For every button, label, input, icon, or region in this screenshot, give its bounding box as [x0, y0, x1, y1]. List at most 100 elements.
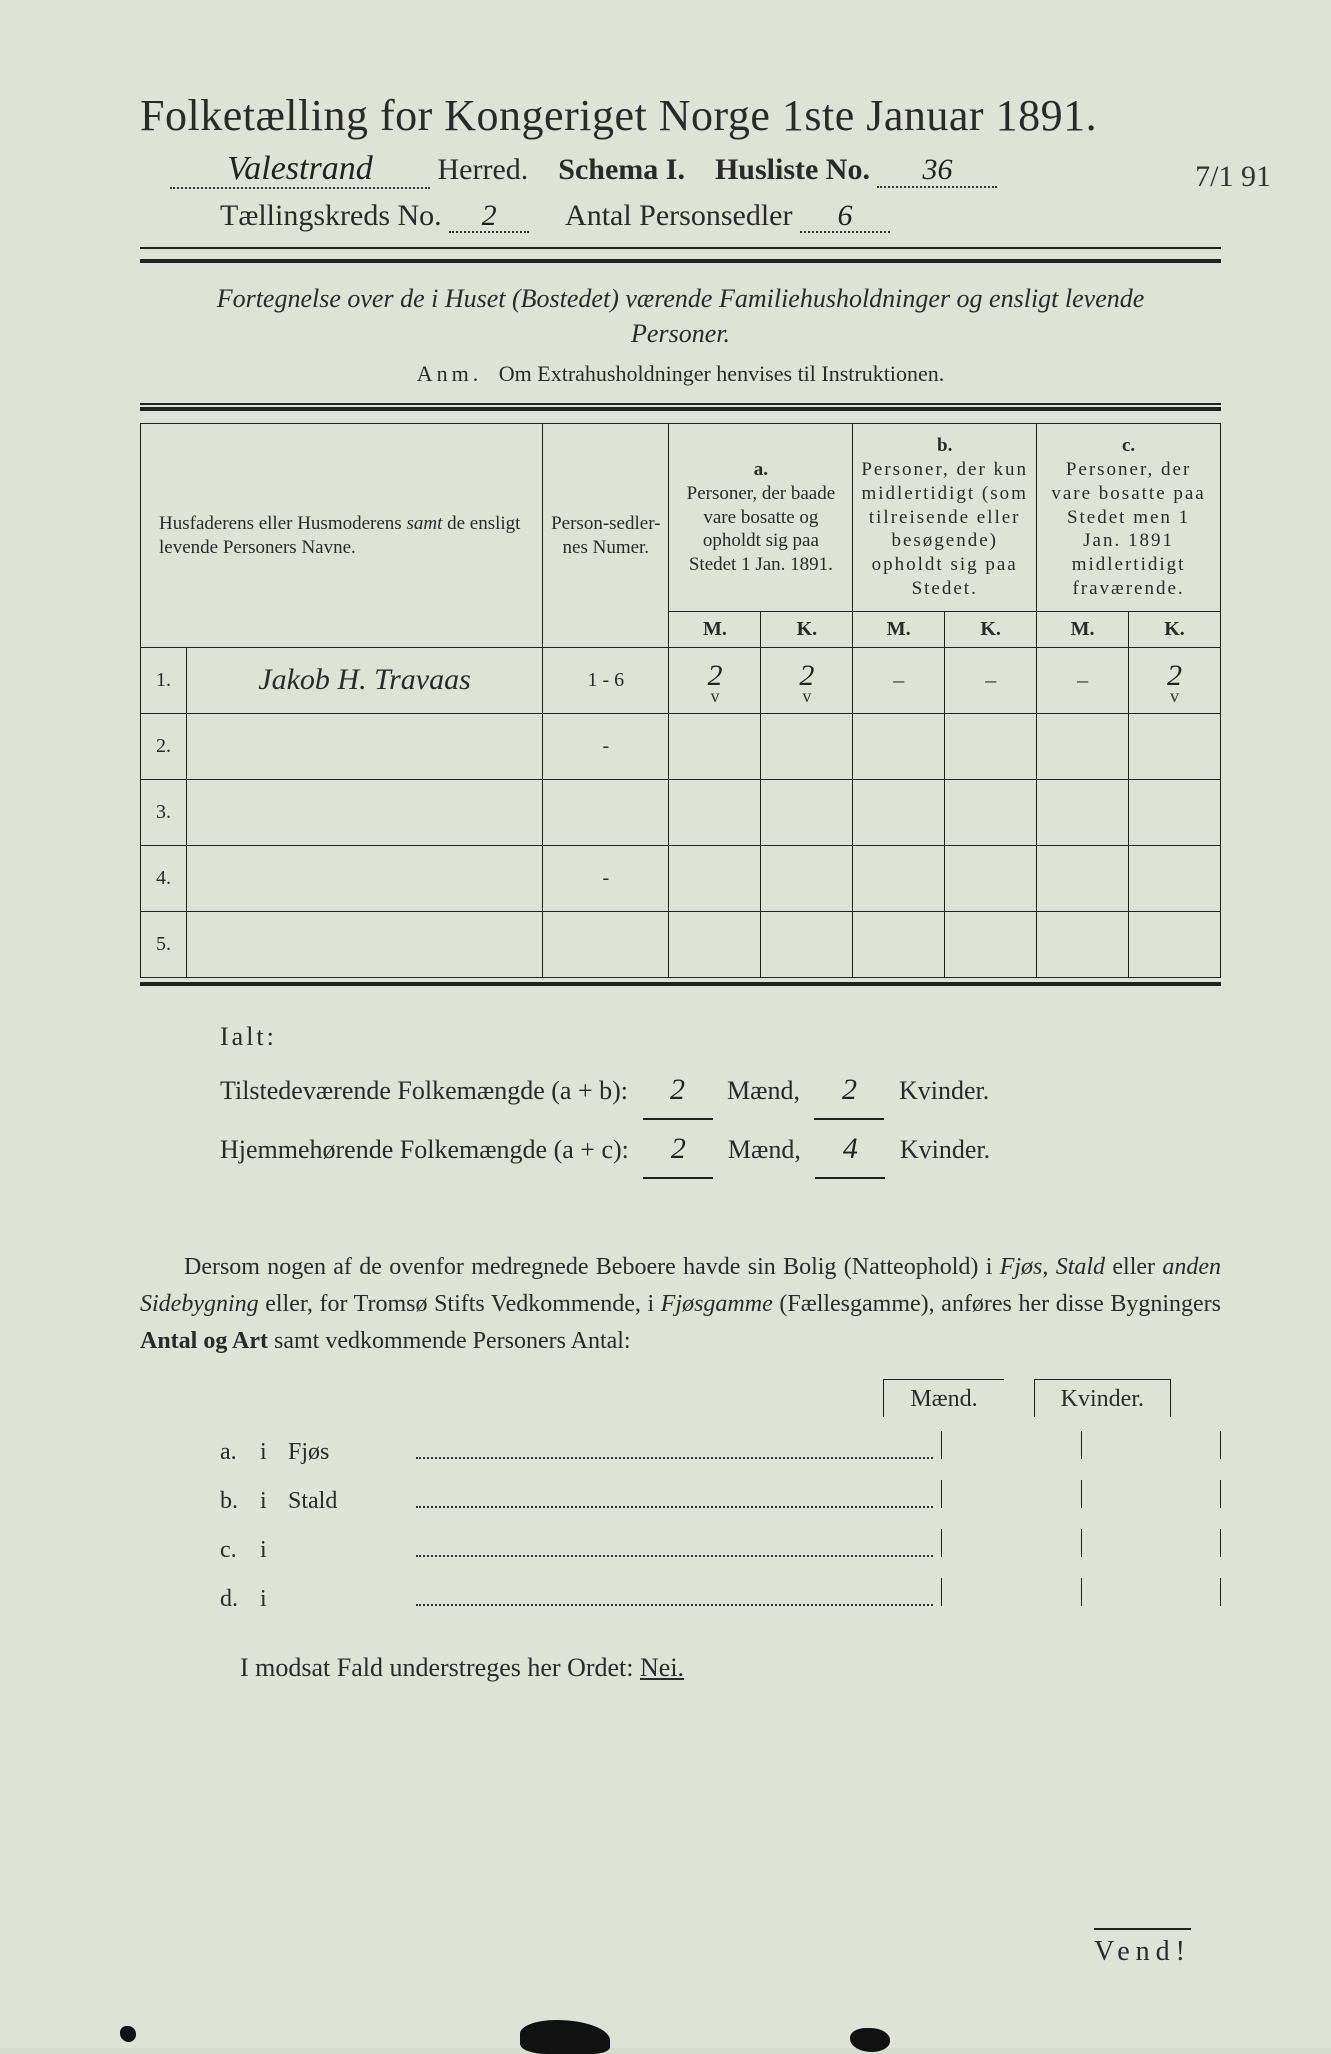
row-num: 5.	[141, 911, 187, 977]
anm-text: Om Extrahusholdninger henvises til Instr…	[499, 361, 944, 386]
header-line-2: Tællingskreds No. 2 Antal Personsedler 6	[220, 199, 1221, 234]
row-name: Jakob H. Travaas	[186, 647, 542, 713]
cell	[669, 911, 761, 977]
cell	[853, 911, 945, 977]
col-head-number: Person-sedler-nes Numer.	[543, 424, 669, 647]
table-row: 2. -	[141, 713, 1221, 779]
cell	[1037, 845, 1129, 911]
row-personsedler: -	[543, 845, 669, 911]
census-table: Husfaderens eller Husmoderens samt de en…	[140, 423, 1221, 977]
nei-word: Nei.	[640, 1653, 684, 1682]
abcd-d: d.	[220, 1586, 260, 1613]
abcd-i: i	[260, 1439, 288, 1466]
cell-tick: v	[1135, 691, 1214, 702]
cell-a-m: 2v	[669, 647, 761, 713]
blob-icon	[120, 2026, 136, 2042]
col-a-text: Personer, der baade vare bosatte og opho…	[687, 483, 836, 575]
col-head-name: Husfaderens eller Husmoderens samt de en…	[141, 424, 543, 647]
abcd-i: i	[260, 1488, 288, 1515]
abcd-stald: Stald	[288, 1488, 408, 1515]
mk-box-m	[941, 1529, 1081, 1557]
col-name-ital: samt	[406, 513, 442, 534]
abcd-fjos: Fjøs	[288, 1439, 408, 1466]
ialt-label-1: Tilstedeværende Folkemængde (a + b):	[220, 1076, 628, 1105]
antal-label: Antal Personsedler	[565, 199, 792, 232]
abcd-row-b: b. i Stald	[220, 1480, 1221, 1515]
col-b-m: M.	[853, 611, 945, 647]
ialt-line-1: Tilstedeværende Folkemængde (a + b): 2 M…	[220, 1061, 1221, 1120]
table-body: 1. Jakob H. Travaas 1 - 6 2v 2v – – – 2v…	[141, 647, 1221, 977]
col-head-a: a. Personer, der baade vare bosatte og o…	[669, 424, 853, 611]
row-num: 4.	[141, 845, 187, 911]
table-row: 1. Jakob H. Travaas 1 - 6 2v 2v – – – 2v	[141, 647, 1221, 713]
abcd-row-a: a. i Fjøs	[220, 1431, 1221, 1466]
col-a-letter: a.	[754, 459, 768, 480]
mk-box-k	[1081, 1578, 1221, 1606]
cell	[945, 845, 1037, 911]
cell-b-m: –	[853, 647, 945, 713]
cell	[1037, 911, 1129, 977]
cell-value: –	[893, 667, 904, 692]
row-personsedler	[543, 911, 669, 977]
row-num: 2.	[141, 713, 187, 779]
cell-b-k: –	[945, 647, 1037, 713]
husliste-label: Husliste No.	[715, 153, 870, 186]
ialt-line-2: Hjemmehørende Folkemængde (a + c): 2 Mæn…	[220, 1120, 1221, 1179]
cell	[669, 713, 761, 779]
cell-tick: v	[675, 691, 754, 702]
ialt-block: Ialt: Tilstedeværende Folkemængde (a + b…	[220, 1012, 1221, 1179]
rule	[140, 982, 1221, 986]
col-head-b: b. Personer, der kun midlertidigt (som t…	[853, 424, 1037, 611]
col-c-letter: c.	[1122, 435, 1135, 456]
cell	[853, 779, 945, 845]
col-b-text: Personer, der kun midlertidigt (som tilr…	[861, 459, 1028, 599]
abcd-row-d: d. i	[220, 1578, 1221, 1613]
cell-value: –	[1077, 667, 1088, 692]
cell	[1129, 845, 1221, 911]
row-personsedler: -	[543, 713, 669, 779]
cell	[853, 845, 945, 911]
blob-icon	[520, 2020, 610, 2054]
row-name	[186, 779, 542, 845]
abcd-row-c: c. i	[220, 1529, 1221, 1564]
cell	[669, 845, 761, 911]
rule	[140, 259, 1221, 263]
mk-box-k	[1081, 1529, 1221, 1557]
ialt-head: Ialt:	[220, 1012, 1221, 1061]
row-name	[186, 713, 542, 779]
dotted-fill	[416, 1488, 933, 1507]
mk-header: Mænd. Kvinder.	[140, 1379, 1221, 1417]
abcd-i: i	[260, 1586, 288, 1613]
mk-kvinder: Kvinder.	[1034, 1379, 1171, 1417]
mk-box-m	[941, 1578, 1081, 1606]
ialt-label-2: Hjemmehørende Folkemængde (a + c):	[220, 1135, 629, 1164]
row-num: 3.	[141, 779, 187, 845]
anm-line: Anm. Om Extrahusholdninger henvises til …	[140, 361, 1221, 387]
ialt-v1m: 2	[643, 1061, 713, 1120]
antal-value: 6	[800, 200, 890, 234]
rule	[140, 247, 1221, 249]
cell-c-m: –	[1037, 647, 1129, 713]
kreds-value: 2	[449, 200, 529, 234]
col-c-text: Personer, der vare bosatte paa Stedet me…	[1051, 459, 1205, 599]
header-line-1: Valestrand Herred. Schema I. Husliste No…	[170, 151, 1221, 189]
mk-box-m	[941, 1480, 1081, 1508]
margin-date: 7/1 91	[1195, 160, 1271, 194]
census-form-page: Folketælling for Kongeriget Norge 1ste J…	[0, 0, 1331, 2048]
ialt-maend: Mænd,	[728, 1135, 801, 1164]
page-title: Folketælling for Kongeriget Norge 1ste J…	[140, 90, 1221, 141]
cell-value: –	[985, 667, 996, 692]
col-b-letter: b.	[937, 435, 952, 456]
cell-c-k: 2v	[1129, 647, 1221, 713]
cell	[945, 713, 1037, 779]
cell	[669, 779, 761, 845]
row-personsedler: 1 - 6	[543, 647, 669, 713]
cell-a-k: 2v	[761, 647, 853, 713]
cell	[945, 911, 1037, 977]
abcd-c: c.	[220, 1537, 260, 1564]
cell-tick: v	[767, 691, 846, 702]
subtitle: Fortegnelse over de i Huset (Bostedet) v…	[180, 281, 1181, 351]
scan-artifacts	[0, 2008, 1331, 2048]
row-name	[186, 845, 542, 911]
ialt-v2m: 2	[643, 1120, 713, 1179]
